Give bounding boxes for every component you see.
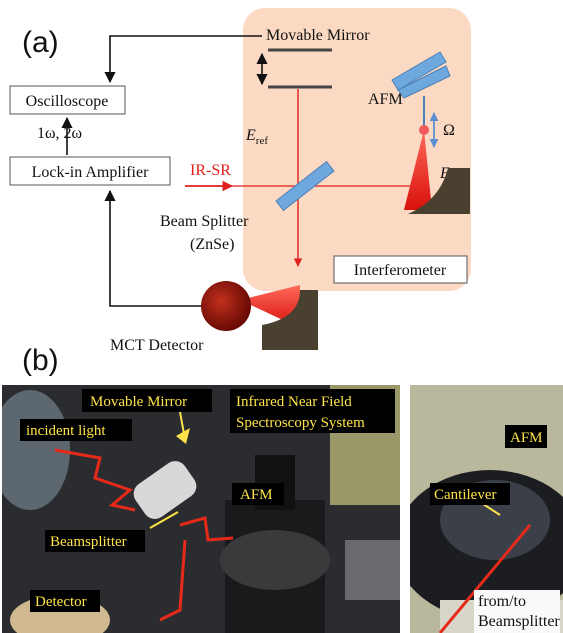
- signal-line: [110, 36, 262, 82]
- tag: AFM: [510, 430, 543, 446]
- tag: Beamsplitter: [50, 534, 127, 550]
- afm-label: AFM: [368, 91, 403, 108]
- tip-apex: [419, 125, 429, 135]
- omega-label: Ω: [443, 122, 455, 139]
- source-label: IR-SR: [190, 162, 231, 179]
- tag: Beamsplitter: [478, 613, 560, 630]
- tag: Spectroscopy System: [236, 415, 365, 431]
- lock-in-label: Lock-in Amplifier: [32, 164, 150, 181]
- tag: incident light: [26, 423, 106, 439]
- frequency-label: 1ω, 2ω: [37, 125, 82, 142]
- page: Infrared near-field spectroscopy setup {…: [0, 0, 563, 633]
- symbol: E: [245, 127, 256, 144]
- detector-label: MCT Detector: [110, 337, 204, 354]
- subscript: ref: [256, 135, 269, 147]
- tag: Cantilever: [434, 487, 496, 503]
- interferometer-label: Interferometer: [354, 262, 447, 279]
- tag: Detector: [35, 594, 87, 610]
- tag: AFM: [240, 487, 273, 503]
- splitter-label: (ZnSe): [190, 236, 234, 253]
- panel-label: (a): [22, 26, 59, 59]
- photo-stage: [220, 530, 330, 590]
- splitter-label: Beam Splitter: [160, 213, 249, 230]
- detector: [201, 281, 251, 331]
- figure: (a) Movable Mirror Oscilloscope 1ω, 2ω L…: [0, 0, 563, 633]
- mirror-label: Movable Mirror: [266, 27, 370, 44]
- photo-stage: [345, 540, 400, 600]
- tag: Infrared Near Field: [236, 394, 352, 410]
- tag: Movable Mirror: [90, 394, 187, 410]
- tag: from/to: [478, 593, 526, 610]
- oscilloscope-label: Oscilloscope: [26, 93, 109, 110]
- panel-label: (b): [22, 344, 59, 377]
- body: (a) Movable Mirror Oscilloscope 1ω, 2ω L…: [0, 0, 563, 633]
